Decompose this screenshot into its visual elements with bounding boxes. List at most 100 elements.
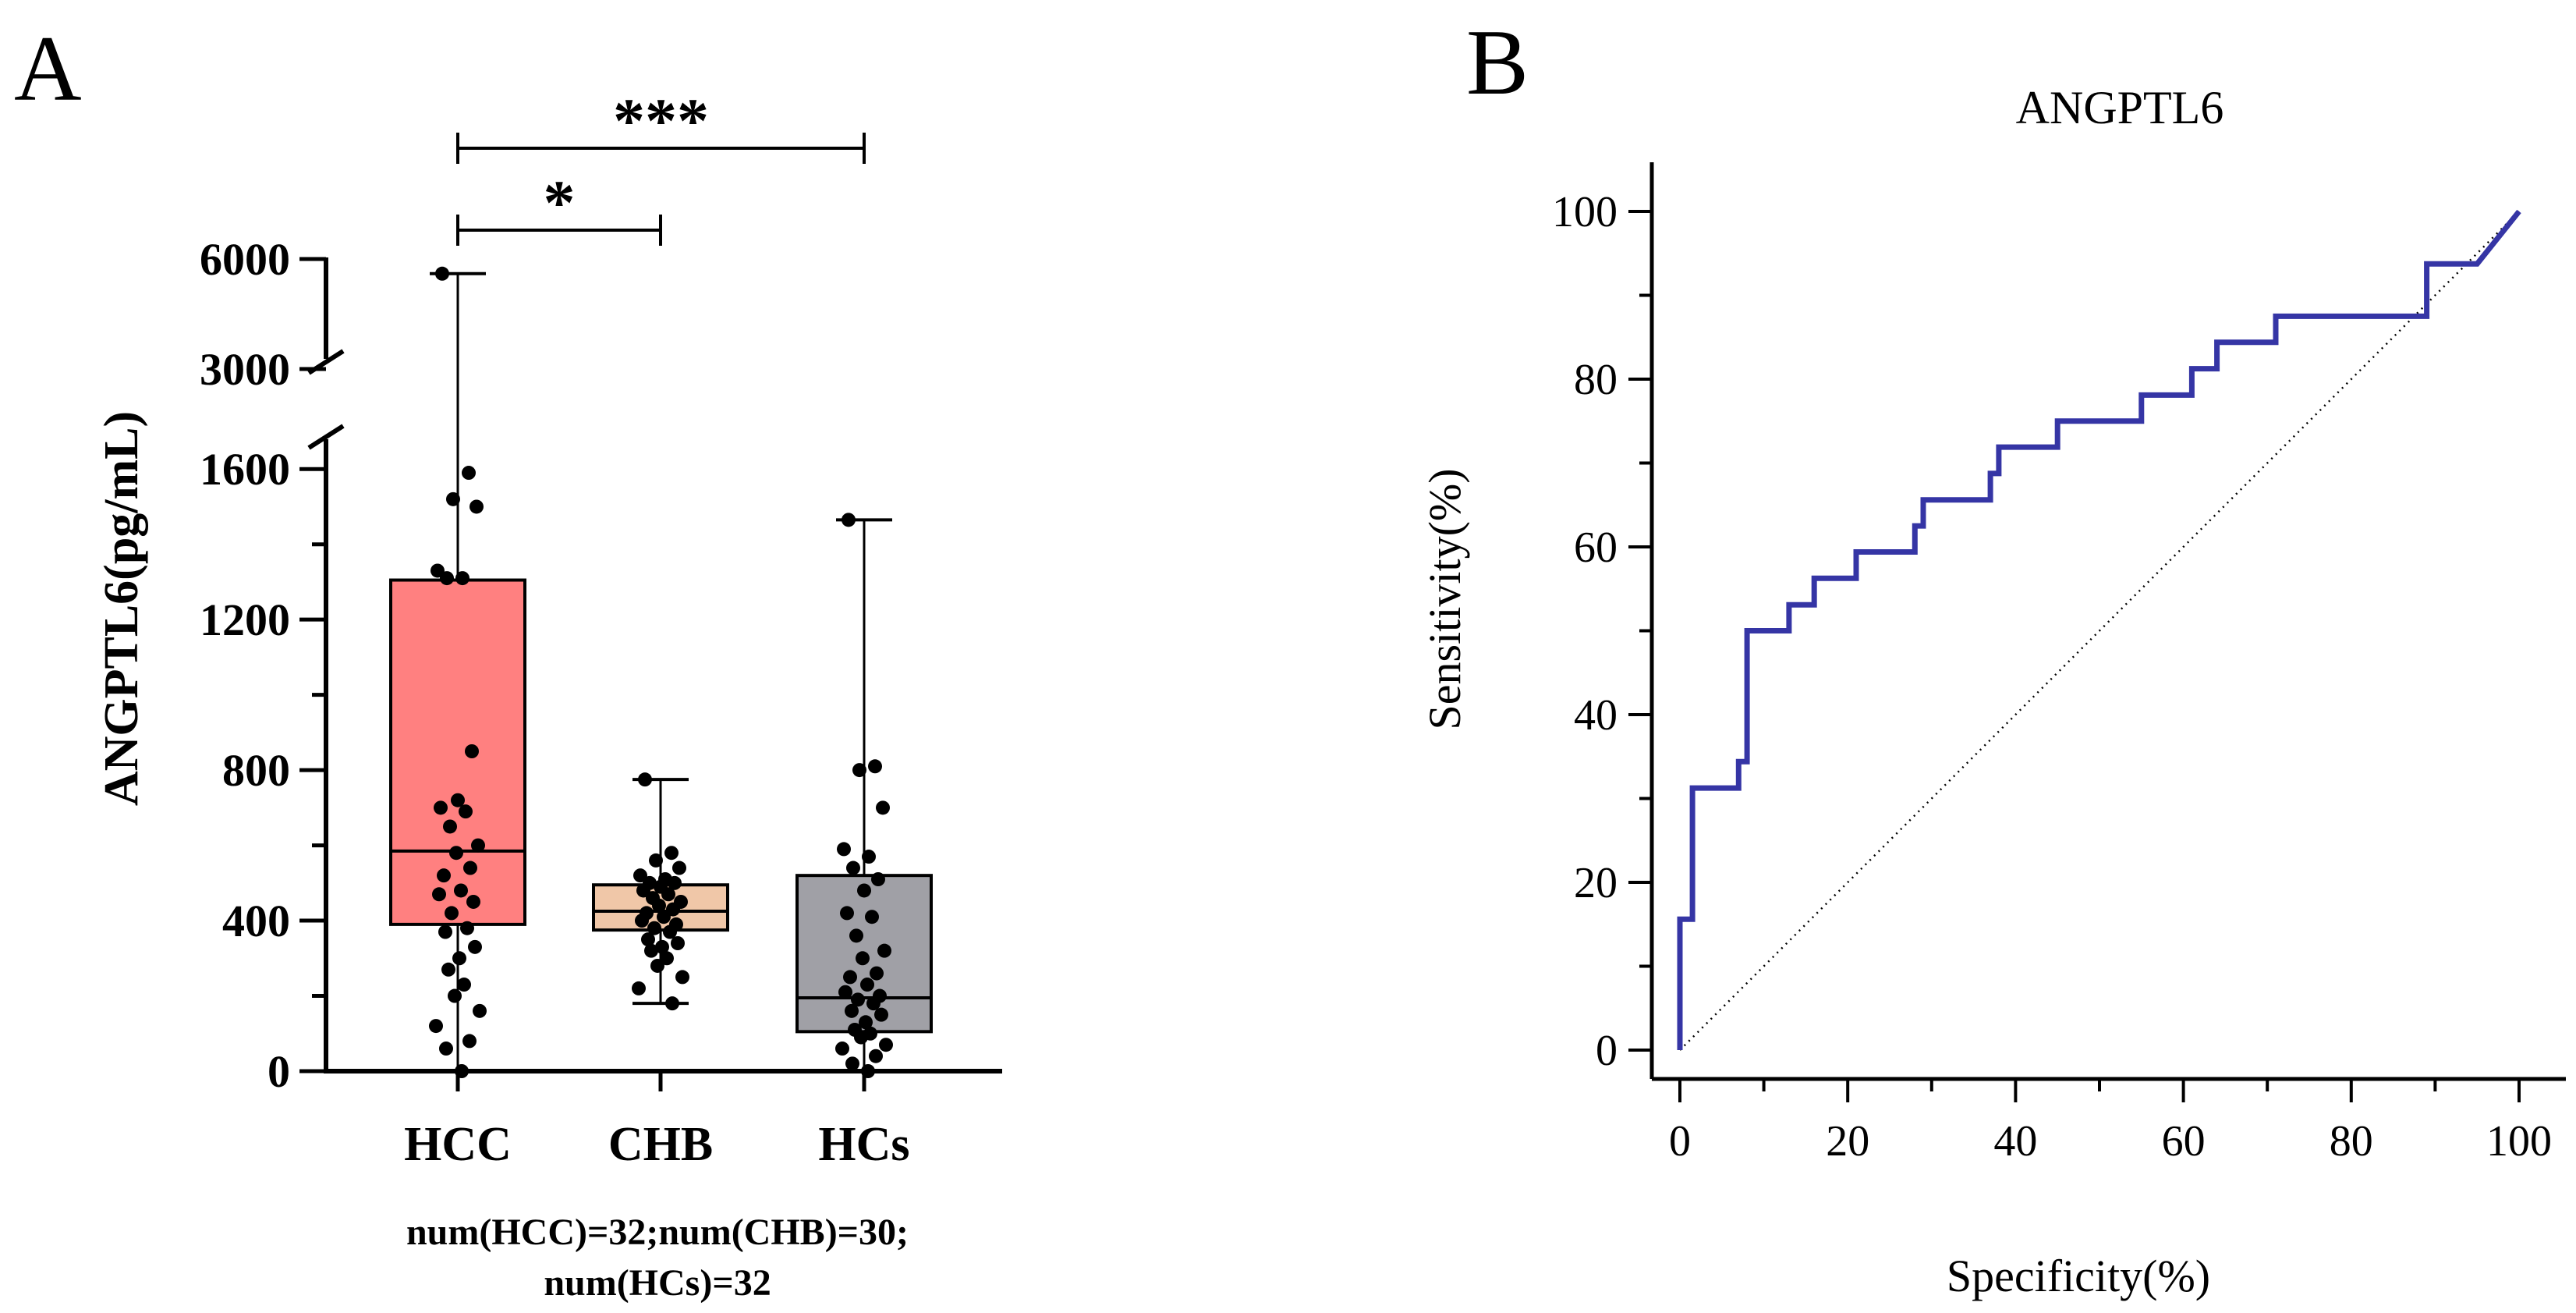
panel-b: B ANGPTL6 Specificity(%) Sensitivity(%) … (1419, 10, 2566, 1301)
data-point (866, 996, 881, 1011)
data-point (455, 1064, 469, 1078)
category-labels: HCC CHB HCs (404, 1118, 909, 1171)
panel-letter-b: B (1466, 10, 1529, 114)
data-point (862, 850, 876, 864)
data-point (871, 872, 885, 886)
y-tick-label-a: 0 (268, 1046, 290, 1097)
y-tick-label-a: 3000 (200, 344, 290, 395)
data-point (635, 914, 649, 928)
data-point (652, 898, 666, 913)
panel-letter-a: A (14, 16, 82, 120)
data-point (879, 1038, 893, 1052)
y-tick-label-b: 80 (1574, 356, 1618, 404)
data-point (842, 513, 856, 527)
panel-a: A ANGPTL6(pg/mL) 0 400 800 1200 1600 3000 6000… (14, 16, 1002, 1304)
data-point (845, 1056, 859, 1071)
data-point (441, 962, 455, 977)
y-tick-label-a: 1600 (200, 444, 290, 495)
data-point (471, 838, 485, 853)
axis-break-mark (307, 424, 345, 450)
data-point (854, 1030, 868, 1045)
data-point (641, 932, 655, 947)
data-point (845, 1003, 859, 1018)
y-tick-label-a: 1200 (200, 594, 290, 645)
data-point (633, 868, 647, 883)
data-point (632, 981, 646, 995)
category-label: CHB (608, 1118, 713, 1171)
data-point (876, 800, 890, 815)
data-point (449, 846, 463, 861)
y-tick-label-b: 60 (1574, 523, 1618, 572)
significance-label: *** (613, 85, 709, 156)
x-axis-title-b: Specificity(%) (1947, 1251, 2210, 1301)
x-tick-label-b: 80 (2330, 1117, 2373, 1166)
data-point (661, 887, 675, 902)
significance-label: * (544, 167, 576, 238)
y-tick-label-b: 20 (1574, 859, 1618, 907)
y-tick-label-b: 0 (1596, 1027, 1618, 1075)
data-point (657, 910, 671, 924)
data-point (868, 759, 882, 774)
data-point (671, 936, 685, 950)
data-point (846, 861, 860, 875)
data-point (462, 466, 476, 481)
data-point (838, 985, 852, 999)
category-label: HCs (818, 1118, 909, 1171)
data-point (439, 1042, 453, 1056)
data-point (465, 744, 479, 758)
data-point (870, 966, 884, 981)
data-point (451, 793, 465, 807)
data-point (463, 861, 477, 875)
data-point (874, 1007, 888, 1022)
data-point (860, 978, 874, 992)
data-point (435, 266, 449, 281)
data-point (445, 906, 459, 921)
data-point (638, 772, 652, 787)
data-point (457, 978, 471, 992)
data-point (649, 853, 663, 868)
y-tick-label-b: 40 (1574, 691, 1618, 740)
category-label: HCC (404, 1118, 512, 1171)
data-point (835, 1042, 849, 1056)
data-point (438, 924, 452, 939)
y-axis-title-b: Sensitivity(%) (1419, 468, 1470, 729)
roc-title: ANGPTL6 (2016, 82, 2224, 133)
data-point (861, 1064, 875, 1078)
data-point (468, 939, 482, 954)
data-point (665, 996, 679, 1011)
data-point (440, 571, 454, 586)
data-point (668, 875, 682, 890)
data-point (852, 763, 866, 778)
data-point (663, 924, 677, 939)
x-tick-label-b: 20 (1826, 1117, 1869, 1166)
data-point (431, 563, 445, 578)
data-point (434, 800, 448, 815)
y-axis-title-a: ANGPTL6(pg/mL) (95, 411, 148, 806)
data-point (446, 491, 460, 506)
points-a (429, 266, 893, 1078)
data-point (644, 943, 658, 958)
data-point (655, 939, 669, 954)
roc-curve (1677, 209, 2521, 1050)
roc-series-line (1677, 209, 2521, 1050)
data-point (437, 868, 451, 883)
data-point (636, 883, 650, 898)
data-point (849, 928, 863, 943)
data-point (675, 970, 689, 985)
data-point (660, 951, 674, 966)
axes-a: 0 400 800 1200 1600 3000 6000 (200, 234, 1002, 1097)
y-tick-label-a: 6000 (200, 234, 290, 285)
data-point (454, 883, 468, 898)
data-point (865, 910, 879, 924)
data-point (664, 846, 679, 861)
diagonal-reference-line (1679, 211, 2520, 1051)
data-point (429, 1019, 443, 1034)
data-point (452, 951, 466, 966)
data-point (869, 1049, 883, 1063)
data-point (455, 571, 469, 586)
data-point (443, 819, 457, 834)
data-point (460, 921, 474, 935)
x-tick-label-b: 40 (1993, 1117, 2037, 1166)
data-point (459, 804, 473, 819)
x-tick-label-b: 100 (2486, 1117, 2552, 1166)
